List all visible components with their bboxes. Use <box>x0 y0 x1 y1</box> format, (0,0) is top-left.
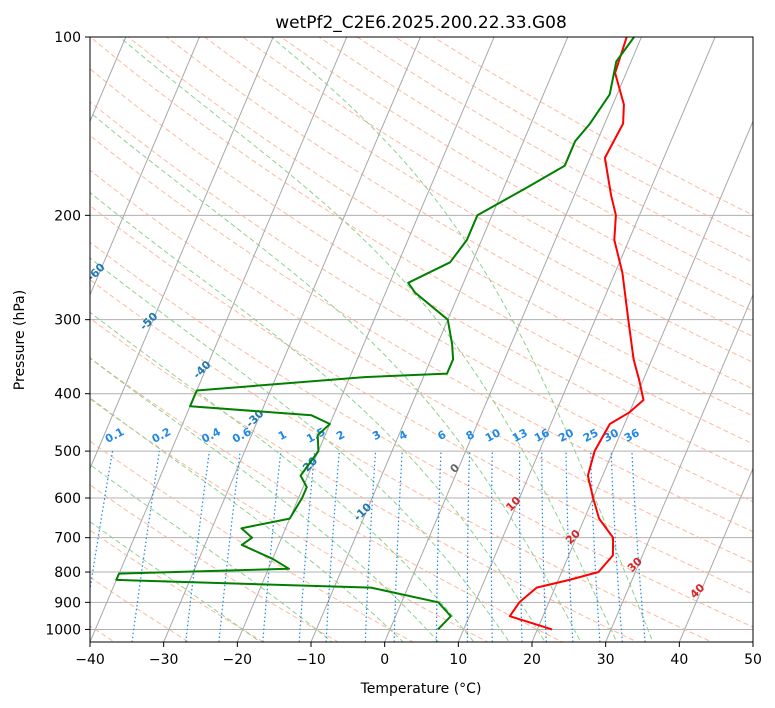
dry-adiabat <box>90 169 753 564</box>
y-tick-label: 600 <box>54 491 81 507</box>
temperature-profile <box>508 37 645 631</box>
moist-adiabat <box>90 397 404 642</box>
x-tick-label: −40 <box>75 652 105 668</box>
dry-adiabat <box>90 68 753 473</box>
isotherm-line <box>605 293 753 642</box>
y-tick-label: 700 <box>54 531 81 547</box>
moist-adiabat <box>90 357 440 642</box>
dry-adiabat <box>90 134 753 533</box>
chart-title: wetPf2_C2E6.2025.200.22.33.G08 <box>275 13 567 33</box>
moist-adiabat <box>90 521 262 642</box>
dry-adiabats <box>90 37 753 642</box>
mixing-ratio-line <box>610 451 624 642</box>
x-tick-label: 20 <box>523 652 541 668</box>
mixing-ratio-line <box>541 451 547 642</box>
mixing-ratio-line <box>518 451 523 642</box>
mixing-ratio-line <box>364 451 377 642</box>
dry-adiabat <box>241 37 753 338</box>
moist-adiabat <box>90 191 546 642</box>
y-axis-title: Pressure (hPa) <box>12 290 28 390</box>
mixing-ratio-line <box>631 451 646 642</box>
plot-frame <box>89 36 754 643</box>
y-tick-label: 100 <box>54 30 81 46</box>
y-axis: 100 200 300 400 500 600 700 800 900 1000 <box>45 30 90 638</box>
x-tick-label: −20 <box>223 652 253 668</box>
dry-adiabat <box>318 37 753 287</box>
mixing-ratio-lines <box>90 450 646 642</box>
y-tick-label: 1000 <box>45 622 81 638</box>
mixing-ratio-line <box>466 451 471 642</box>
mixing-ratio-line <box>298 451 316 642</box>
isotherm-line <box>236 37 495 642</box>
dry-adiabat <box>203 37 753 363</box>
mixing-ratio-line <box>490 451 493 642</box>
moist-adiabat <box>119 37 618 642</box>
mixing-ratio-label: 36 <box>622 426 642 445</box>
isotherm-line <box>90 37 274 470</box>
isotherm-line <box>163 37 421 642</box>
y-tick-label: 400 <box>54 387 81 403</box>
isotherm-line <box>90 37 200 297</box>
mixing-ratio-line <box>393 451 403 642</box>
isotherms <box>90 37 753 642</box>
mixing-ratio-line <box>262 451 282 642</box>
dry-adiabat <box>90 37 753 445</box>
dry-adiabat <box>90 317 639 642</box>
mixing-ratio-line <box>325 451 340 642</box>
dry-adiabat <box>90 357 564 642</box>
moist-adiabat <box>90 311 475 642</box>
isotherm-line <box>531 120 753 642</box>
dry-adiabat <box>280 37 753 312</box>
dry-adiabat <box>90 440 414 642</box>
x-tick-label: 50 <box>744 652 762 668</box>
x-tick-label: 40 <box>670 652 688 668</box>
dry-adiabat <box>90 241 753 628</box>
moist-adiabat <box>271 37 654 642</box>
moist-adiabat <box>90 257 511 642</box>
mixing-ratio-line <box>131 451 160 642</box>
y-tick-label: 200 <box>54 208 81 224</box>
dry-adiabat <box>90 278 713 642</box>
mixing-ratio-label: 20 <box>556 426 576 445</box>
x-axis: −40 −30 −20 −10 0 10 20 30 40 50 <box>75 642 762 668</box>
moist-adiabat <box>90 464 333 642</box>
isotherm-line <box>678 467 753 642</box>
y-tick-label: 800 <box>54 565 81 581</box>
x-axis-title: Temperature (°C) <box>360 681 482 697</box>
dry-adiabat <box>90 101 753 503</box>
dry-adiabat <box>165 37 753 390</box>
mixing-ratio-label: 13 <box>510 426 530 445</box>
x-tick-label: 30 <box>597 652 615 668</box>
sounding-series <box>115 37 645 631</box>
x-tick-label: −10 <box>296 652 326 668</box>
isotherm-line <box>90 37 127 123</box>
mixing-ratio-label: 25 <box>581 426 601 445</box>
x-tick-label: 0 <box>380 652 389 668</box>
mixing-ratio-line <box>185 451 210 642</box>
isotherm-line <box>310 37 569 642</box>
isotherm-line <box>457 37 716 642</box>
dry-adiabat <box>90 398 489 642</box>
y-tick-label: 300 <box>54 313 81 329</box>
mixing-ratio-line <box>435 451 442 642</box>
mixing-ratio-line <box>565 451 574 642</box>
y-tick-label: 900 <box>54 595 81 611</box>
dewpoint-profile <box>115 37 635 631</box>
isotherm-line <box>384 37 642 642</box>
mixing-ratio-label: 16 <box>532 426 552 445</box>
dry-adiabat <box>90 205 753 595</box>
dry-adiabat <box>90 529 265 642</box>
mixing-ratio-label: 10 <box>483 426 503 445</box>
x-tick-label: 10 <box>449 652 467 668</box>
y-tick-label: 500 <box>54 444 81 460</box>
mixing-ratio-line <box>218 451 241 642</box>
dry-adiabat <box>127 37 753 417</box>
isotherm-line <box>90 37 348 642</box>
x-tick-label: −30 <box>149 652 179 668</box>
